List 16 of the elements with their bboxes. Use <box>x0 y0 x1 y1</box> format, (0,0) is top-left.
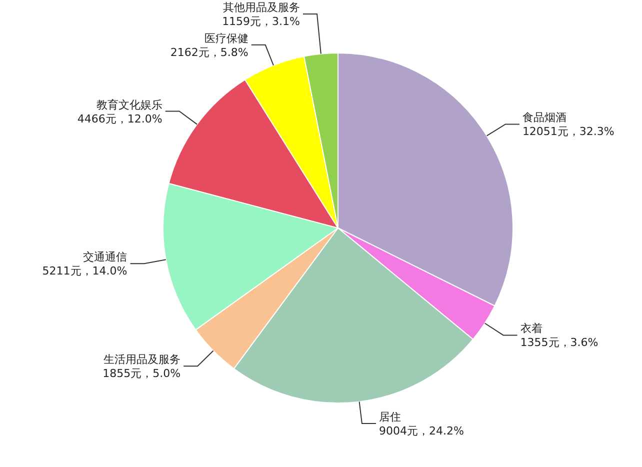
data-label: 1855元，5.0% <box>102 367 181 380</box>
data-label: 5211元，14.0% <box>42 264 128 278</box>
data-label: 1159元，3.1% <box>222 15 300 28</box>
slice-label: 医疗保健 <box>204 32 248 45</box>
data-label: 9004元，24.2% <box>378 424 464 438</box>
slice-label: 衣着 <box>520 322 542 336</box>
data-label: 4466元，12.0% <box>77 112 162 126</box>
slice-label: 生活用品及服务 <box>104 353 181 366</box>
slice-label: 教育文化娱乐 <box>96 98 162 112</box>
data-label: 12051元，32.3% <box>522 125 614 138</box>
slice-label: 交通通信 <box>83 250 128 264</box>
data-label: 1355元，3.6% <box>520 336 598 350</box>
slice-label: 居住 <box>378 410 401 424</box>
data-label: 2162元，5.8% <box>170 46 248 59</box>
slice-label: 食品烟酒 <box>522 111 566 124</box>
slice-label: 其他用品及服务 <box>223 1 300 14</box>
